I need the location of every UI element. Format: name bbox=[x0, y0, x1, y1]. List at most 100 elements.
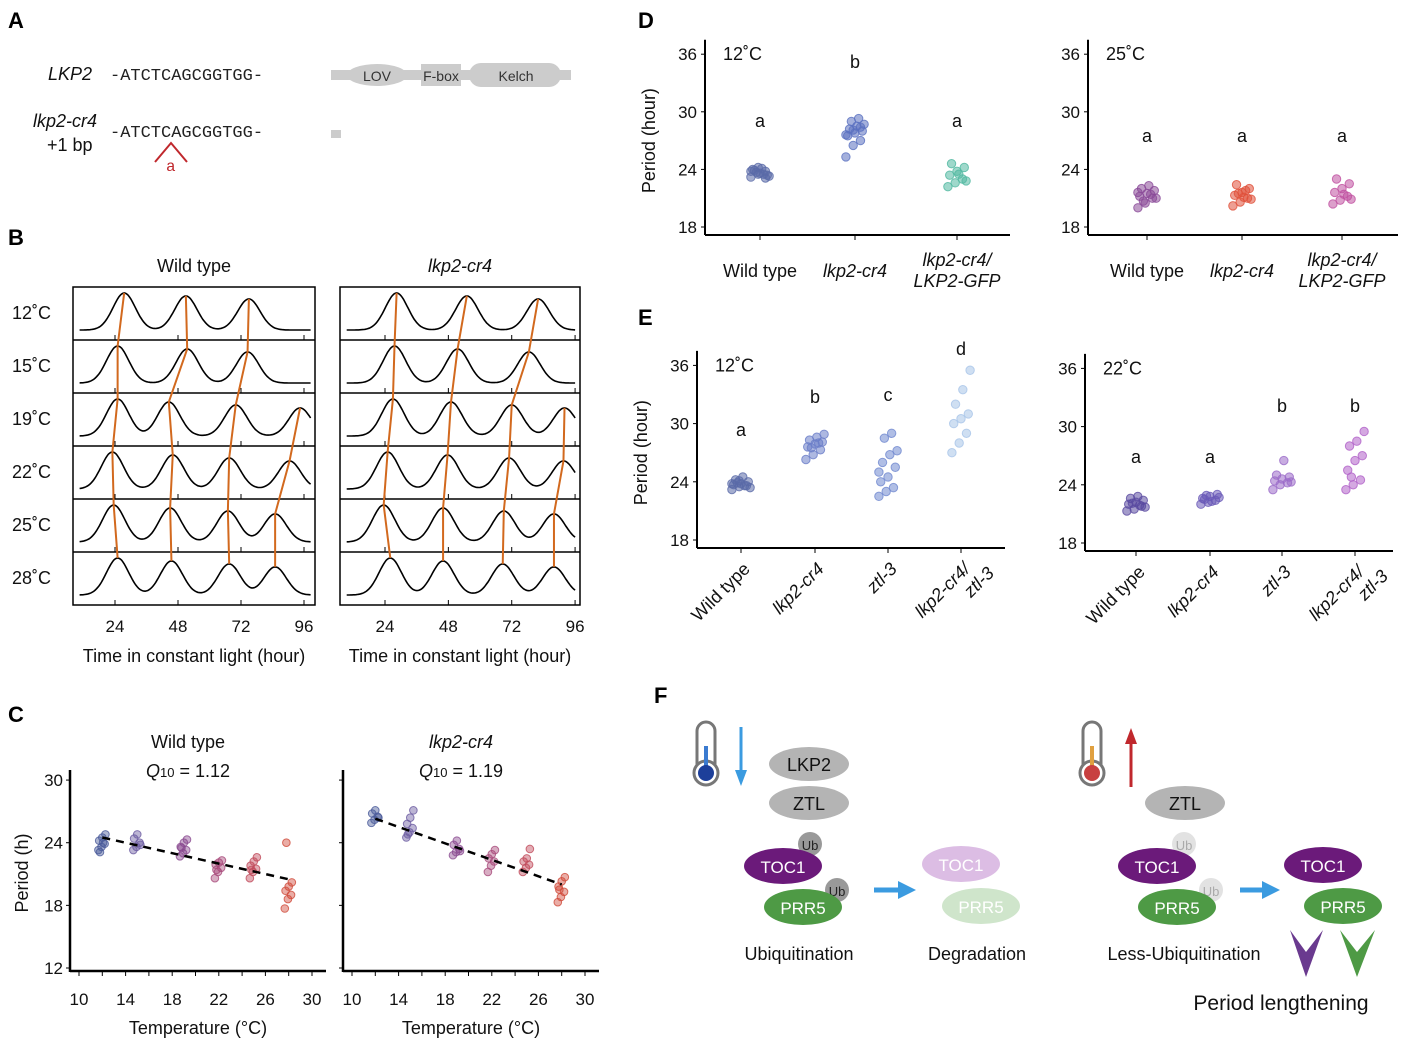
data-point bbox=[958, 384, 968, 395]
ztl-protein bbox=[769, 786, 849, 820]
row-label-temperature: 15˚C bbox=[12, 356, 51, 376]
data-point bbox=[452, 836, 462, 845]
peak-phase-line bbox=[274, 407, 302, 567]
panel-a-gene-diagram: LKP2 -ATCTCAGCGGTGG- lkp2-cr4 +1 bp -ATC… bbox=[33, 63, 571, 176]
data-point bbox=[129, 845, 138, 855]
data-point bbox=[1286, 477, 1296, 487]
data-point bbox=[1331, 174, 1342, 184]
significance-letter: a bbox=[1142, 126, 1153, 146]
data-point bbox=[367, 818, 376, 828]
data-point bbox=[371, 806, 380, 815]
y-tick-label: 24 bbox=[44, 834, 63, 853]
q10-value: = 1.19 bbox=[447, 761, 503, 781]
data-point bbox=[1240, 185, 1251, 196]
chart-title: Wild type bbox=[151, 732, 225, 752]
lkp2-label: LKP2 bbox=[787, 755, 831, 775]
data-point bbox=[1214, 492, 1224, 503]
panel-label-e: E bbox=[638, 305, 653, 330]
trace-panel-B-wt: Wild type 12˚C 15˚C 19˚C 22˚C 25˚C 28˚C 24 48 72 9… bbox=[12, 256, 316, 666]
data-point bbox=[1346, 472, 1357, 482]
data-point bbox=[841, 152, 851, 162]
data-point bbox=[98, 838, 108, 848]
data-point bbox=[1133, 203, 1143, 213]
category-label: lkp2-cr4/ztl-3 bbox=[1305, 552, 1392, 639]
data-point bbox=[1246, 194, 1256, 204]
q10-symbol: Q bbox=[419, 761, 433, 781]
x-axis-label: Time in constant light (hour) bbox=[349, 646, 571, 666]
category-label: lkp2-cr4/ztl-3 bbox=[911, 549, 998, 636]
significance-letter: a bbox=[1205, 447, 1216, 467]
data-point bbox=[1279, 455, 1289, 466]
y-tick-label: 18 bbox=[1058, 534, 1077, 553]
q10-subscript: 10 bbox=[160, 765, 174, 780]
data-point bbox=[177, 843, 186, 853]
data-point bbox=[885, 449, 895, 460]
x-tick-label: 96 bbox=[566, 617, 585, 636]
x-tick-label: 72 bbox=[232, 617, 251, 636]
y-tick-label: 24 bbox=[1061, 160, 1080, 179]
data-point bbox=[95, 847, 105, 857]
domain-label-lov: LOV bbox=[363, 68, 392, 84]
x-tick-label: 22 bbox=[209, 990, 228, 1009]
data-point bbox=[448, 850, 458, 860]
panel-f-model: LKP2 ZTL Ub TOC1 Ub PRR5 TOC1 PRR5 Ubiqu… bbox=[692, 720, 1382, 1015]
significance-letter: a bbox=[1337, 126, 1348, 146]
y-tick-label: 24 bbox=[678, 160, 697, 179]
data-point bbox=[1145, 189, 1156, 200]
prr5-label: PRR5 bbox=[1154, 899, 1199, 918]
data-point bbox=[890, 462, 900, 472]
y-tick-label: 30 bbox=[670, 415, 689, 434]
data-point bbox=[877, 457, 888, 468]
y-axis-label: Period (hour) bbox=[631, 400, 651, 505]
arrow-down-cold-icon bbox=[735, 727, 747, 786]
data-point bbox=[943, 181, 953, 192]
luminescence-trace bbox=[346, 292, 576, 331]
data-point bbox=[855, 135, 866, 146]
data-point bbox=[519, 857, 528, 866]
x-tick-label: 18 bbox=[163, 990, 182, 1009]
data-point bbox=[136, 840, 145, 850]
data-point bbox=[819, 429, 829, 439]
y-tick-label: 18 bbox=[678, 218, 697, 237]
x-tick-label: 26 bbox=[256, 990, 275, 1009]
insertion-base: a bbox=[166, 158, 176, 176]
y-tick-label: 12 bbox=[44, 959, 63, 978]
prr5-degraded bbox=[942, 888, 1020, 924]
data-point bbox=[874, 467, 884, 477]
x-axis-label: Time in constant light (hour) bbox=[83, 646, 305, 666]
toc1-label: TOC1 bbox=[1134, 858, 1179, 877]
data-point bbox=[1328, 199, 1338, 209]
data-point bbox=[403, 830, 413, 839]
x-tick-label: 30 bbox=[303, 990, 322, 1009]
data-point bbox=[841, 130, 851, 140]
panel-label-c: C bbox=[8, 702, 24, 727]
peak-phase-line bbox=[382, 292, 398, 559]
data-point bbox=[1344, 179, 1354, 189]
luminescence-trace bbox=[79, 345, 311, 384]
data-point bbox=[287, 878, 297, 887]
category-label: lkp2-cr4/LKP2-GFP bbox=[913, 250, 1000, 291]
data-point bbox=[1271, 470, 1282, 480]
x-tick-label: 24 bbox=[106, 617, 125, 636]
data-point bbox=[746, 166, 756, 177]
ztl-label: ZTL bbox=[793, 794, 825, 814]
data-point bbox=[950, 399, 961, 409]
data-point bbox=[853, 113, 864, 124]
trace-title: Wild type bbox=[157, 256, 231, 276]
ztl-label: ZTL bbox=[1169, 794, 1201, 814]
dotplot-D-25: 18 24 30 36 25˚C Wild type a lkp2-cr4 a lkp2-cr4/… bbox=[1061, 39, 1398, 291]
y-tick-label: 18 bbox=[1061, 218, 1080, 237]
data-point bbox=[961, 428, 972, 438]
toc1-degraded bbox=[922, 846, 1000, 882]
gene-label-lkp2: LKP2 bbox=[48, 64, 92, 84]
domain-fbox bbox=[421, 64, 461, 86]
scatter-C-wt: 12 18 24 30 10 14 18 22 26 30 Temperature (°C) Peri… bbox=[12, 732, 326, 1038]
toc1-accumulation-arrowhead-icon bbox=[1290, 930, 1323, 977]
y-tick-label: 30 bbox=[44, 771, 63, 790]
prr5-label: PRR5 bbox=[780, 899, 825, 918]
panel-label-d: D bbox=[638, 8, 654, 33]
ub-tag bbox=[798, 832, 822, 856]
luminescence-trace bbox=[346, 451, 576, 490]
data-point bbox=[1201, 490, 1212, 501]
data-point bbox=[760, 173, 771, 183]
